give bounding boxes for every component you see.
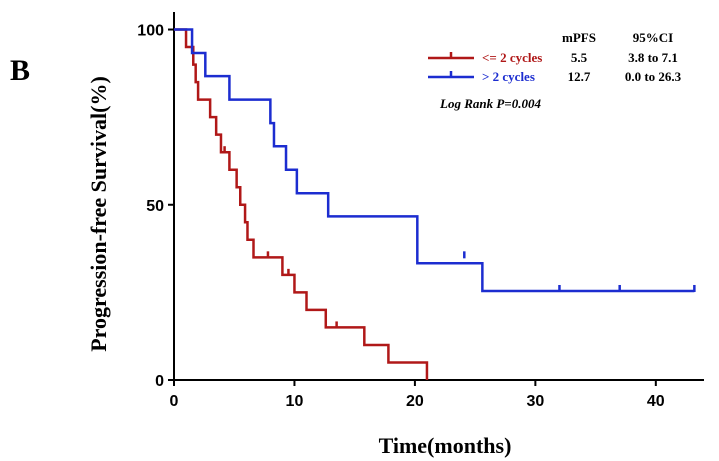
- x-tick-label: 20: [406, 393, 424, 410]
- series-layer: [174, 28, 696, 380]
- legend-mpfs-value: 12.7: [568, 69, 591, 84]
- y-axis-label: Progression-free Survival(%): [86, 76, 111, 352]
- legend-header-ci: 95%CI: [633, 30, 673, 45]
- y-ticks: 0 50 100: [137, 23, 174, 390]
- legend-rows: <= 2 cycles 5.5 3.8 to 7.1 > 2 cycles 12.7 0.…: [428, 50, 682, 84]
- legend-label: <= 2 cycles: [482, 50, 542, 65]
- legend: mPFS 95%CI <= 2 cycles 5.5 3.8 to 7.1 > 2 c…: [428, 30, 682, 111]
- axes: [173, 12, 704, 381]
- x-tick-label: 0: [170, 393, 179, 410]
- legend-label: > 2 cycles: [482, 69, 535, 84]
- x-axis-label: Time(months): [379, 433, 512, 458]
- panel-label: B: [10, 54, 30, 87]
- x-ticks: 0 10 20 30 40: [170, 380, 665, 410]
- y-tick-label: 0: [155, 373, 164, 390]
- series-line-gt2-cycles: [174, 28, 695, 293]
- legend-ci-value: 3.8 to 7.1: [628, 50, 678, 65]
- log-rank-annotation: Log Rank P=0.004: [439, 96, 541, 111]
- x-tick-label: 10: [286, 393, 304, 410]
- series-line-le2-cycles: [174, 28, 429, 380]
- y-tick-label: 50: [146, 198, 164, 215]
- legend-ci-value: 0.0 to 26.3: [625, 69, 682, 84]
- legend-mpfs-value: 5.5: [571, 50, 588, 65]
- x-tick-label: 30: [526, 393, 544, 410]
- y-tick-label: 100: [137, 23, 164, 40]
- legend-header-mpfs: mPFS: [562, 30, 596, 45]
- x-tick-label: 40: [647, 393, 665, 410]
